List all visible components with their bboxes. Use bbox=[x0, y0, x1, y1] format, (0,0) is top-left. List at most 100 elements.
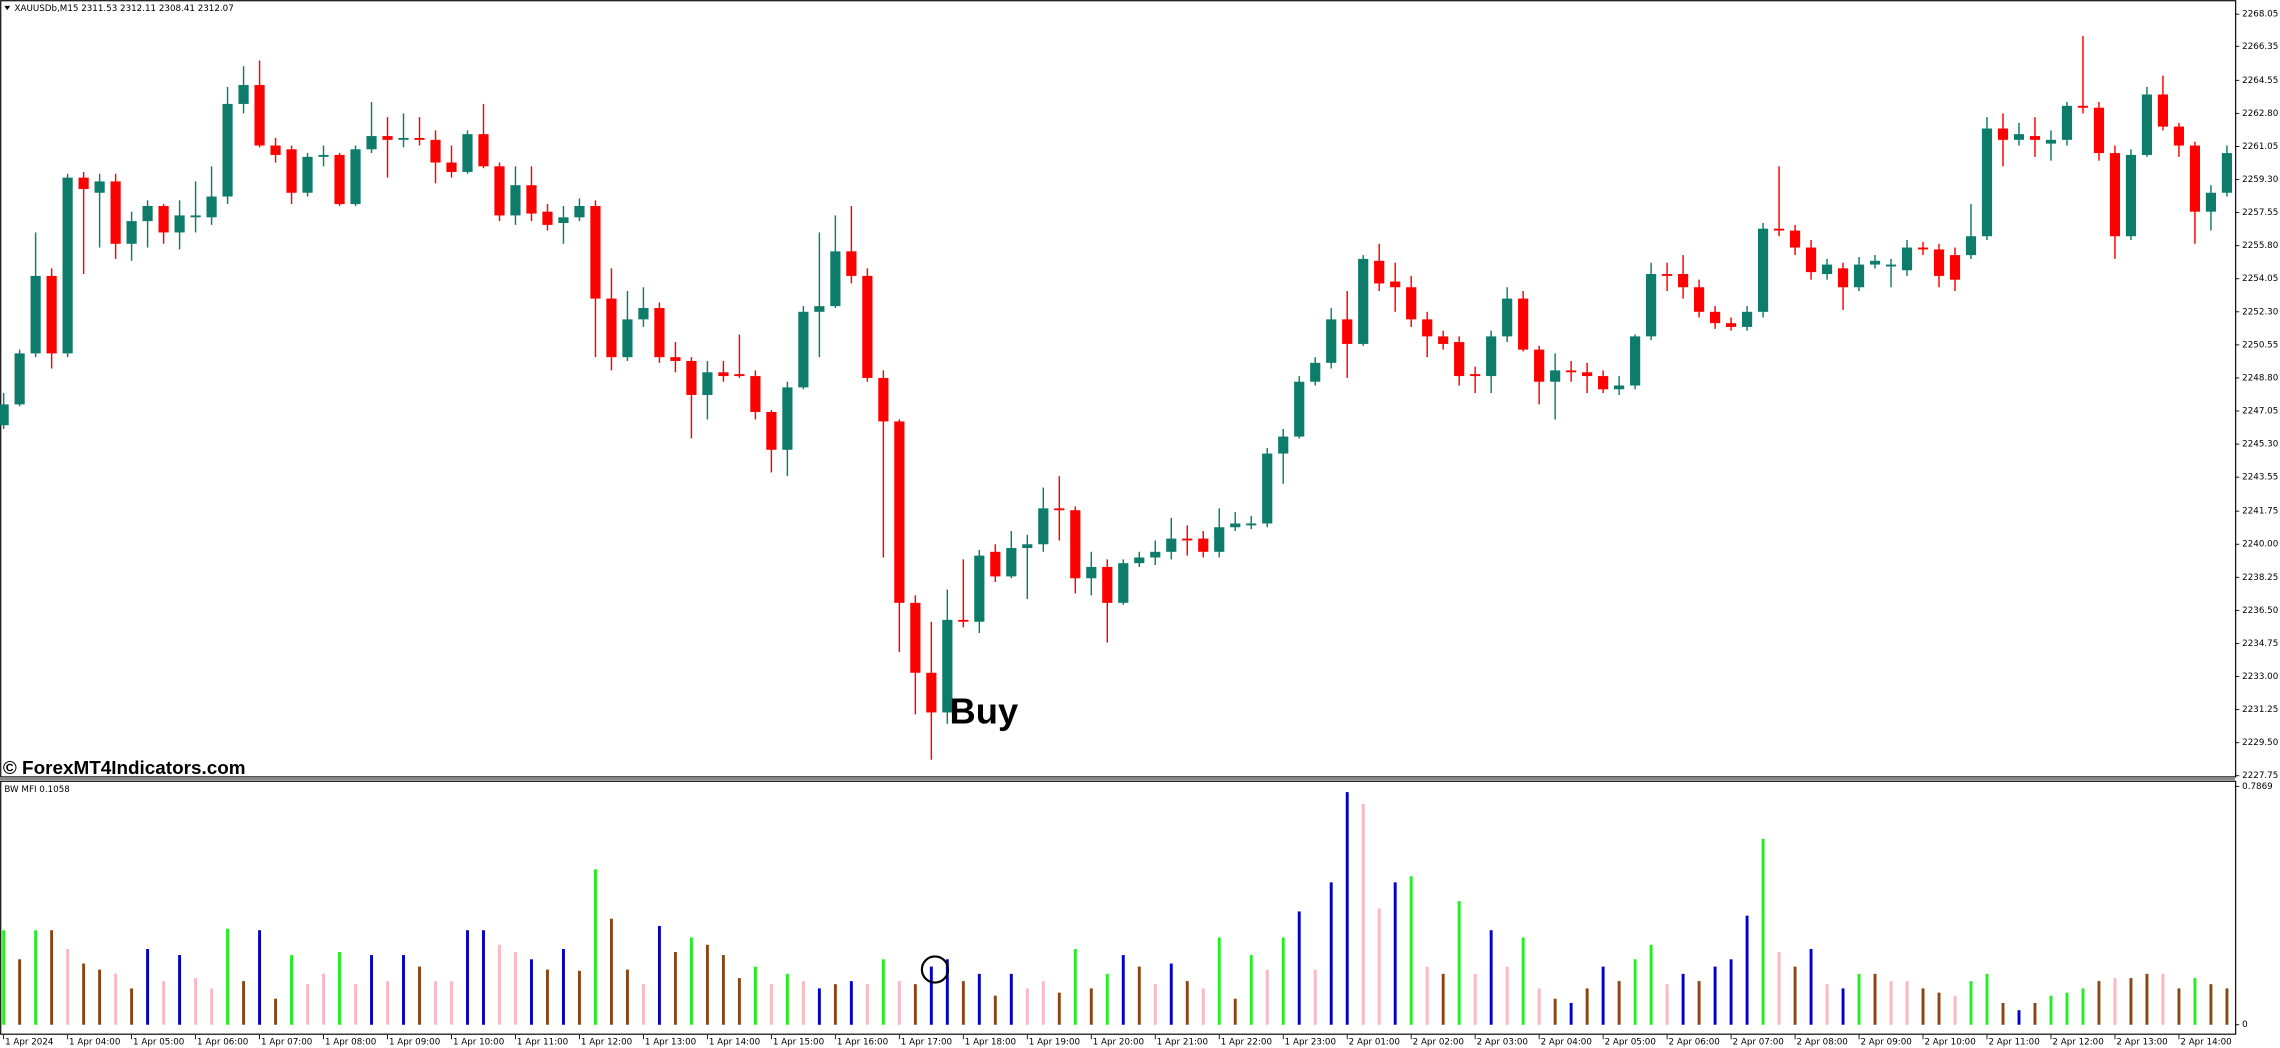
x-tick-label: 1 Apr 12:00 bbox=[581, 1038, 632, 1048]
candle-body bbox=[2061, 105, 2073, 140]
y-tick-label: 2248.80 bbox=[2242, 373, 2278, 383]
mfi-bar bbox=[1841, 988, 1845, 1025]
mfi-bar bbox=[1825, 984, 1829, 1025]
mfi-bar bbox=[673, 952, 677, 1025]
candle-body bbox=[0, 404, 9, 426]
mfi-bar bbox=[1313, 969, 1317, 1025]
mfi-bar bbox=[1057, 992, 1061, 1025]
mfi-bar bbox=[162, 981, 166, 1025]
y-tick-label: 2266.35 bbox=[2242, 42, 2278, 52]
candle-body bbox=[206, 196, 217, 218]
x-tick-label: 2 Apr 13:00 bbox=[2116, 1038, 2167, 1048]
candle-body bbox=[654, 308, 665, 358]
y-tick-label: 2257.55 bbox=[2242, 208, 2278, 218]
candle-body bbox=[1246, 523, 1257, 526]
mfi-bar bbox=[945, 959, 949, 1025]
mfi-bar bbox=[769, 984, 773, 1025]
candle-body bbox=[1598, 376, 1609, 390]
mfi-bar bbox=[1105, 973, 1109, 1025]
candle-body bbox=[1438, 336, 1449, 344]
candle-body bbox=[1725, 323, 1737, 327]
candle-body bbox=[1214, 527, 1225, 552]
x-tick-label: 1 Apr 21:00 bbox=[1157, 1038, 1208, 1048]
mfi-bar bbox=[753, 966, 757, 1025]
y-tick-label: 2229.50 bbox=[2242, 738, 2278, 748]
mfi-bar bbox=[1473, 973, 1477, 1025]
candle-body bbox=[94, 181, 105, 193]
mfi-bar bbox=[737, 978, 741, 1025]
y-tick-label: 2238.25 bbox=[2242, 573, 2278, 583]
mfi-bar bbox=[18, 959, 22, 1025]
candle-body bbox=[1310, 362, 1321, 382]
candle-body bbox=[990, 551, 1001, 577]
candle-body bbox=[1230, 523, 1241, 528]
mfi-bar bbox=[2, 930, 6, 1025]
mfi-bar bbox=[1969, 981, 1973, 1025]
mfi-bar bbox=[1121, 955, 1125, 1025]
x-tick-label: 1 Apr 19:00 bbox=[1029, 1038, 1080, 1048]
mfi-bar bbox=[1873, 973, 1877, 1025]
mfi-bar bbox=[993, 995, 997, 1025]
mfi-bar bbox=[1537, 988, 1541, 1025]
candle-body bbox=[1134, 557, 1145, 564]
mfi-bar bbox=[881, 959, 885, 1025]
candle-body bbox=[158, 205, 169, 233]
candle-body bbox=[1901, 247, 1913, 271]
candle-body bbox=[1837, 268, 1849, 288]
candle-body bbox=[1694, 287, 1705, 312]
candle-body bbox=[494, 166, 505, 216]
candle-body bbox=[766, 411, 777, 450]
x-tick-label: 2 Apr 08:00 bbox=[1797, 1038, 1848, 1048]
mfi-bar bbox=[1713, 966, 1717, 1025]
candle-body bbox=[2141, 94, 2153, 155]
candle-body bbox=[2125, 154, 2137, 237]
mfi-bar bbox=[482, 930, 485, 1025]
candle-body bbox=[1022, 544, 1033, 549]
candle-body bbox=[1550, 370, 1561, 382]
candle-body bbox=[1741, 311, 1753, 327]
mfi-bar bbox=[402, 955, 405, 1025]
y-tick-label: 2250.55 bbox=[2242, 340, 2278, 350]
candle-body bbox=[910, 602, 921, 673]
mfi-bar bbox=[2065, 992, 2069, 1025]
candle-body bbox=[174, 215, 185, 233]
candle-body bbox=[894, 421, 905, 603]
mfi-bar bbox=[897, 981, 901, 1025]
mfi-bar bbox=[1425, 966, 1429, 1025]
mfi-bar bbox=[1745, 915, 1749, 1025]
candle-body bbox=[126, 221, 137, 244]
y-tick-label: 2243.55 bbox=[2242, 473, 2278, 483]
candle-body bbox=[2093, 107, 2105, 154]
mfi-bar bbox=[1441, 973, 1445, 1025]
watermark: © ForexMT4Indicators.com bbox=[3, 758, 246, 779]
y-tick-label: 0.7869 bbox=[2242, 782, 2273, 792]
candle-body bbox=[1326, 319, 1337, 363]
x-tick-label: 1 Apr 14:00 bbox=[709, 1038, 760, 1048]
candle-body bbox=[270, 145, 281, 155]
y-tick-label: 2254.05 bbox=[2242, 274, 2278, 284]
mfi-bar bbox=[1921, 988, 1925, 1025]
candle-body bbox=[1757, 228, 1769, 312]
mfi-bar bbox=[130, 988, 134, 1025]
mfi-bar bbox=[514, 952, 517, 1025]
y-tick-label: 2259.30 bbox=[2242, 175, 2278, 185]
candle-body bbox=[1646, 274, 1657, 337]
candle-body bbox=[1773, 228, 1785, 231]
symbol-dropdown[interactable] bbox=[4, 5, 11, 11]
candle-body bbox=[638, 308, 649, 320]
mfi-bar bbox=[2177, 988, 2181, 1025]
mfi-bar bbox=[306, 984, 309, 1025]
candle-body bbox=[1374, 260, 1385, 284]
candle-body bbox=[542, 211, 553, 225]
mfi-bar bbox=[1729, 959, 1733, 1025]
x-tick-label: 1 Apr 07:00 bbox=[261, 1038, 312, 1048]
mfi-bar bbox=[1985, 973, 1989, 1025]
candle-body bbox=[142, 205, 153, 222]
candle-body bbox=[1566, 370, 1577, 373]
candle-body bbox=[2013, 134, 2025, 140]
mfi-bar bbox=[114, 973, 118, 1025]
mfi-bar bbox=[1649, 944, 1653, 1025]
mfi-bar bbox=[2049, 995, 2053, 1025]
mfi-bar bbox=[2113, 978, 2117, 1025]
candle-body bbox=[2173, 126, 2185, 146]
